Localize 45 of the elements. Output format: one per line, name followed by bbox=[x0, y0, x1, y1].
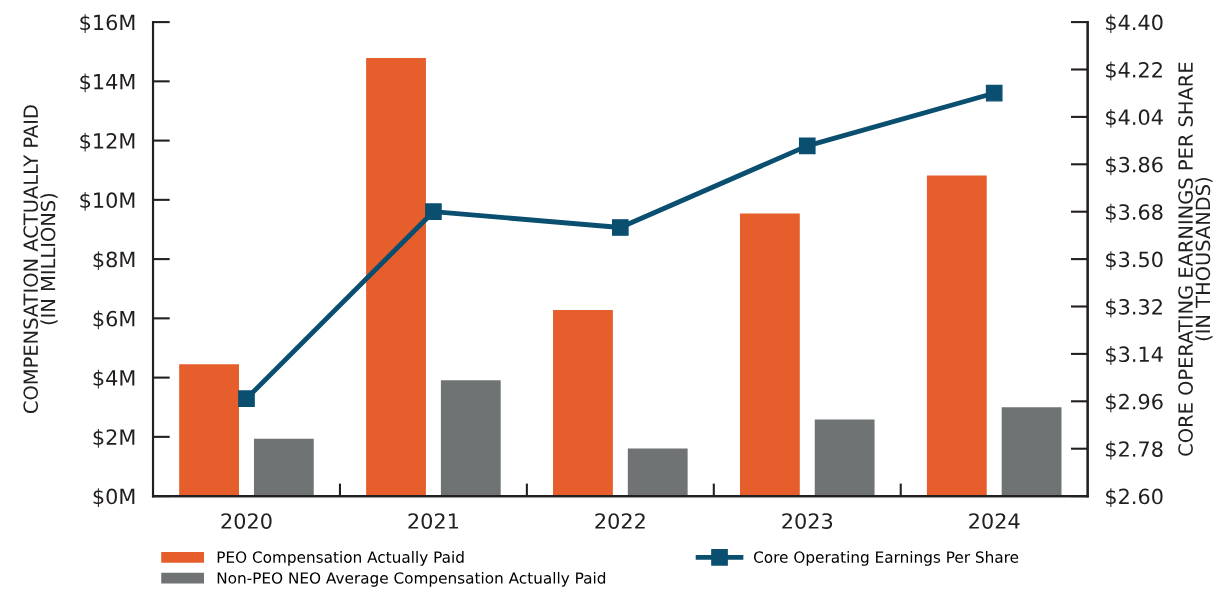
x-tick-label: 2021 bbox=[408, 513, 458, 529]
bar bbox=[739, 213, 800, 497]
y-tick-label: $10M bbox=[80, 191, 135, 211]
x-tick-label: 2022 bbox=[595, 513, 645, 529]
bar bbox=[179, 364, 239, 497]
y-tick-label: $4M bbox=[93, 369, 135, 389]
y-tick-label: $16M bbox=[80, 14, 135, 34]
bar bbox=[627, 448, 688, 497]
y2-tick-label: $3.50 bbox=[1106, 251, 1163, 271]
legend-label: Non-PEO NEO Average Compensation Actually Paid bbox=[217, 571, 606, 587]
point bbox=[798, 137, 816, 155]
x-tick-label: 2020 bbox=[221, 513, 272, 529]
y-axis-title: COMPENSATION ACTUALLY PAID (IN MILLIONS) bbox=[23, 105, 58, 413]
bar bbox=[440, 380, 501, 497]
y-tick-label: $14M bbox=[80, 73, 135, 93]
y-tick-label: $2M bbox=[93, 428, 135, 448]
x-tick-label: 2023 bbox=[782, 513, 833, 529]
y2-tick-label: $3.32 bbox=[1106, 298, 1162, 318]
y2-tick-label: $3.14 bbox=[1106, 345, 1163, 365]
y2-tick-label: $2.78 bbox=[1106, 440, 1163, 460]
point bbox=[238, 390, 255, 408]
x-tick-label: 2024 bbox=[969, 513, 1020, 529]
y2-tick-label: $4.04 bbox=[1106, 108, 1163, 128]
legend-label: Core Operating Earnings Per Share bbox=[753, 551, 1019, 566]
bar bbox=[366, 57, 426, 497]
y2-axis-title: CORE OPERATING EARNINGS PER SHARE (IN THOUSANDS) bbox=[1178, 62, 1213, 456]
y2-tick-label: $3.68 bbox=[1106, 203, 1163, 223]
y-tick-label: $0M bbox=[93, 488, 135, 508]
point bbox=[612, 219, 629, 236]
y2-tick-label: $4.40 bbox=[1106, 14, 1163, 34]
y2-tick-label: $2.96 bbox=[1106, 393, 1163, 413]
bar bbox=[253, 438, 314, 497]
point bbox=[425, 203, 442, 221]
y-tick-label: $6M bbox=[93, 310, 135, 330]
legend-label: PEO Compensation Actually Paid bbox=[217, 551, 464, 566]
bar bbox=[814, 419, 875, 497]
y2-tick-label: $2.60 bbox=[1106, 488, 1163, 508]
y2-tick-label: $4.22 bbox=[1106, 61, 1162, 81]
bar bbox=[553, 310, 613, 497]
point bbox=[985, 84, 1003, 102]
bar bbox=[926, 175, 987, 497]
y-tick-label: $12M bbox=[80, 132, 135, 152]
y-tick-label: $8M bbox=[93, 251, 135, 271]
y2-tick-label: $3.86 bbox=[1106, 156, 1163, 176]
bar bbox=[1001, 407, 1062, 497]
